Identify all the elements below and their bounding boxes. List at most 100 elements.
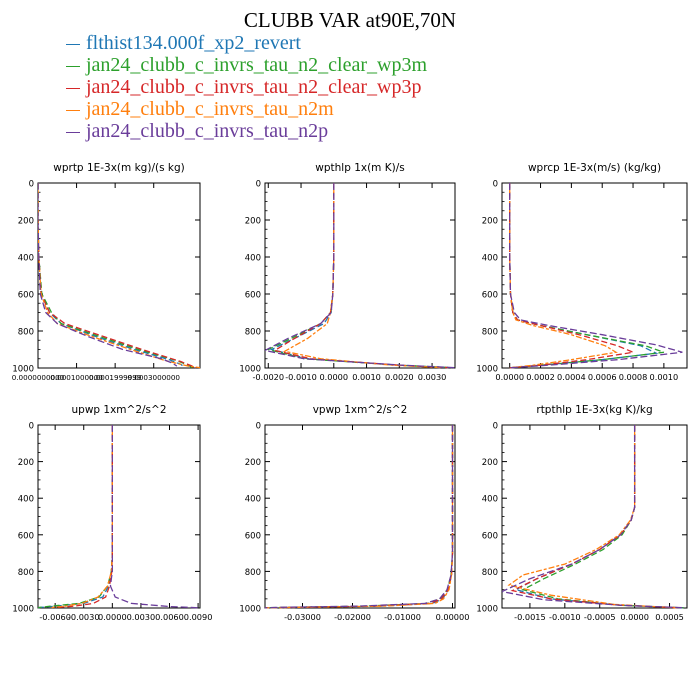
y-tick-label: 800 [482,568,498,578]
y-tick-label: 600 [482,531,498,541]
y-tick-label: 0 [29,422,34,432]
series-line [38,183,178,367]
series-line [265,425,454,609]
panel-title: vpwp 1xm^2/s^2 [313,404,408,416]
x-tick-label: 0.0090 [184,612,213,622]
x-tick-label: 0.0030 [418,372,447,382]
y-tick-label: 400 [482,254,498,264]
series-line [510,425,681,609]
legend-swatch [66,43,80,45]
y-tick-label: 1000 [239,365,261,375]
y-tick-label: 0 [493,180,498,190]
legend-item: jan24_clubb_c_invrs_tau_n2p [66,120,427,142]
x-tick-label: 0.0060 [155,612,184,622]
y-tick-label: 1000 [12,365,34,375]
legend-item: jan24_clubb_c_invrs_tau_n2_clear_wp3p [66,76,427,98]
chart-panel: wpthlp 1x(m K)/s 0 200 400 600 800 1000-0.0020… [239,162,456,382]
x-tick-label: -0.0010 [285,372,317,382]
series-line [502,425,685,609]
y-tick-label: 400 [245,495,261,505]
plot-frame [264,424,456,609]
x-tick-label: 0.0003000000 [127,373,180,382]
x-tick-label: 0.0005 [655,612,684,622]
y-tick-label: 1000 [239,605,261,615]
legend-swatch [66,131,80,133]
legend-item: jan24_clubb_c_invrs_tau_n2m [66,98,427,120]
y-tick-label: 800 [482,328,498,338]
legend-item: jan24_clubb_c_invrs_tau_n2_clear_wp3m [66,54,427,76]
series-line [265,425,454,609]
series-line [266,183,452,369]
legend: flthist134.000f_xp2_revert jan24_clubb_c… [66,32,427,142]
plot-frame [501,424,688,609]
legend-swatch [66,65,80,67]
legend-swatch [66,109,80,111]
x-tick-label: -0.0030 [68,612,100,622]
y-tick-label: 800 [18,328,34,338]
y-tick-label: 200 [245,217,261,227]
series-line [55,425,113,609]
x-tick-label: -0.0005 [584,612,616,622]
y-tick-label: 0 [256,180,261,190]
series-line [38,425,113,609]
x-tick-label: 0.00000 [436,612,470,622]
legend-label: jan24_clubb_c_invrs_tau_n2p [86,120,329,142]
legend-label: jan24_clubb_c_invrs_tau_n2_clear_wp3m [86,54,428,76]
y-tick-label: 200 [18,217,34,227]
panel-title: wprcp 1E-3x(m/s) (kg/kg) [528,162,661,174]
y-tick-label: 800 [245,328,261,338]
series-line [282,183,442,369]
x-tick-label: 0.0020 [385,372,414,382]
x-tick-label: -0.02000 [334,612,371,622]
x-tick-label: -0.01000 [384,612,421,622]
y-tick-label: 200 [482,458,498,468]
y-tick-label: 600 [245,531,261,541]
chart-panel: wprcp 1E-3x(m/s) (kg/kg) 0 200 400 600 800 100… [476,162,688,382]
series-line [38,425,113,609]
legend-item: flthist134.000f_xp2_revert [66,32,427,54]
y-tick-label: 400 [18,495,34,505]
x-tick-label: 0.0000 [319,372,348,382]
y-tick-label: 0 [256,422,261,432]
y-tick-label: 600 [18,531,34,541]
x-tick-label: 0.0010 [650,372,679,382]
y-tick-label: 600 [482,291,498,301]
series-line [38,183,197,369]
series-line [265,425,454,609]
x-tick-label: 0.0002 [526,372,555,382]
series-line [265,425,454,609]
chart-panel: vpwp 1xm^2/s^2 0 200 400 600 800 1000 -0.03000 -… [239,404,469,622]
x-tick-label: 0.0030 [127,612,156,622]
series-line [109,425,200,609]
chart-main-title: CLUBB VAR at90E,70N [243,8,457,32]
y-tick-label: 200 [245,458,261,468]
series-line [509,183,618,369]
y-tick-label: 600 [18,291,34,301]
series-line [514,425,684,609]
series-line [265,425,454,609]
y-tick-label: 0 [493,422,498,432]
x-tick-label: -0.0060 [39,612,71,622]
panel-title: wpthlp 1x(m K)/s [315,162,405,174]
x-tick-label: 0.0010 [352,372,381,382]
legend-swatch [66,87,80,89]
x-tick-label: 0.0001000000 [50,373,103,382]
chart-panel: wprtp 1E-3x(m kg)/(s kg) 0 200 400 600 800 100… [12,162,201,382]
x-tick-label: 0.0000 [98,612,127,622]
y-tick-label: 800 [245,568,261,578]
y-tick-label: 0 [29,180,34,190]
series-line [50,425,113,609]
series-line [269,183,449,369]
x-tick-label: 0.0004 [557,372,586,382]
y-tick-label: 1000 [12,605,34,615]
panel-title: rtpthlp 1E-3x(kg K)/kg [536,404,652,416]
panel-title: wprtp 1E-3x(m kg)/(s kg) [53,162,184,174]
series-line [265,183,455,369]
x-tick-label: 0.0008 [619,372,648,382]
x-tick-label: 0.0000 [620,612,649,622]
x-tick-label: -0.0015 [514,612,546,622]
x-tick-label: -0.0020 [252,372,284,382]
y-tick-label: 400 [245,254,261,264]
legend-label: jan24_clubb_c_invrs_tau_n2m [86,98,334,120]
